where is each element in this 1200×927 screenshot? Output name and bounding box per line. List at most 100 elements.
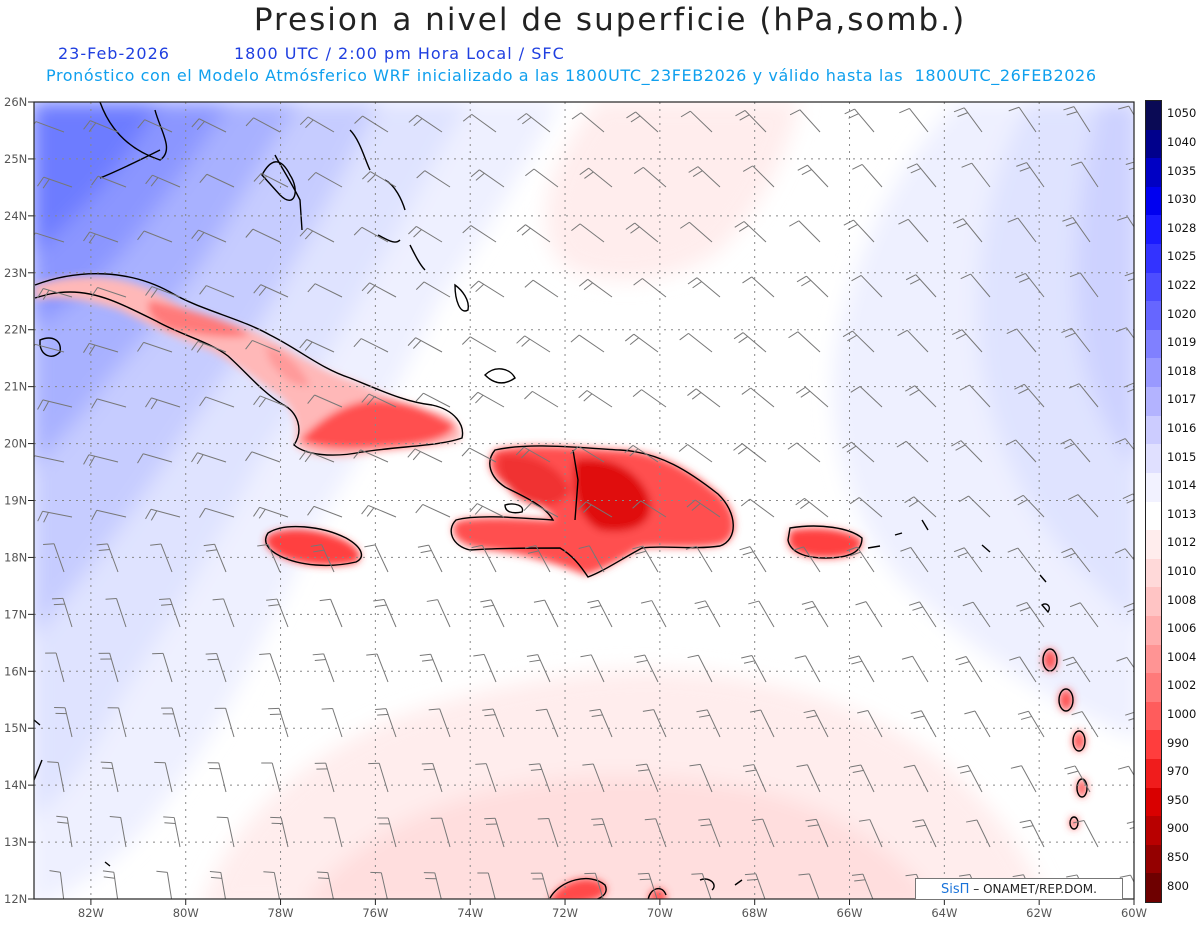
colorbar-swatch — [1146, 644, 1161, 674]
wind-barb — [361, 504, 397, 518]
wind-barb — [1060, 438, 1091, 463]
wind-barb — [523, 502, 559, 518]
colorbar-swatch — [1146, 701, 1161, 731]
wind-barb — [1116, 216, 1134, 228]
colorbar-label: 1016 — [1167, 420, 1197, 435]
wind-barb — [624, 333, 659, 353]
wind-barb — [951, 329, 983, 353]
wind-barb — [901, 655, 929, 683]
lat-label: 22N — [4, 323, 27, 337]
graticule — [34, 102, 1134, 899]
wind-barb — [910, 710, 937, 738]
colorbar-label: 1012 — [1167, 535, 1197, 550]
wind-barb — [571, 223, 605, 243]
wind-barb — [109, 816, 127, 848]
wind-barb — [91, 175, 127, 188]
wind-barb — [52, 597, 73, 628]
colorbar-label: 1018 — [1167, 363, 1197, 378]
wind-barb — [475, 763, 497, 793]
wind-barb — [734, 221, 767, 243]
wind-barb — [96, 543, 119, 573]
wind-barb — [680, 110, 713, 133]
wind-barb — [1069, 602, 1099, 628]
wind-barb — [161, 707, 181, 738]
wind-barb — [191, 229, 227, 243]
wind-barb — [316, 871, 334, 899]
lon-label: 76W — [362, 906, 388, 920]
wind-barb — [353, 449, 389, 463]
wind-barb — [898, 218, 929, 243]
wind-barb — [364, 544, 389, 573]
wind-barb — [1016, 601, 1045, 628]
wind-barb — [191, 452, 227, 465]
model-info-line: Pronóstico con el Modelo Atmósferico WRF… — [46, 66, 1097, 85]
wind-barb — [525, 168, 559, 188]
wind-barb — [749, 709, 775, 738]
wind-barb — [261, 762, 281, 793]
wind-barb — [696, 709, 721, 738]
wind-barb — [199, 173, 235, 188]
colorbar-swatch — [1146, 301, 1161, 331]
wind-barb — [905, 274, 937, 298]
wind-barb — [803, 709, 829, 738]
colorbar-swatch — [1146, 358, 1161, 388]
colorbar-swatch — [1146, 758, 1161, 789]
wind-barb — [691, 873, 712, 899]
wind-barb — [1019, 819, 1045, 848]
wind-barb — [1016, 162, 1045, 188]
wind-barb — [370, 871, 388, 899]
colorbar-swatch — [1146, 844, 1161, 874]
wind-barb — [642, 709, 667, 738]
wind-barb — [632, 545, 659, 573]
wind-barb — [91, 509, 127, 521]
colorbar-swatch — [1146, 615, 1161, 646]
wind-barb — [952, 218, 983, 243]
wind-barb — [428, 708, 451, 738]
colorbar-swatch — [1146, 444, 1161, 474]
wind-barb — [1123, 602, 1134, 613]
wind-barb — [570, 334, 605, 353]
lon-label: 68W — [742, 906, 768, 920]
wind-barb — [906, 163, 937, 188]
lon-label: 70W — [647, 906, 673, 920]
wind-barb — [1010, 765, 1037, 793]
wind-barb — [625, 222, 659, 243]
wind-barb — [1069, 272, 1099, 298]
wind-barb — [858, 819, 883, 848]
wind-barb — [530, 872, 550, 899]
wind-barb — [577, 501, 613, 518]
wind-barb — [37, 510, 73, 523]
wind-barb — [679, 332, 713, 353]
wind-barb — [953, 107, 983, 133]
wind-barb — [137, 119, 173, 133]
colorbar-label: 1025 — [1167, 249, 1197, 264]
wind-barb — [526, 654, 551, 683]
wind-barb — [199, 396, 235, 408]
wind-barb — [156, 870, 173, 899]
wind-barb — [191, 340, 227, 353]
wind-barb — [1017, 710, 1045, 738]
wind-barb — [1062, 656, 1091, 683]
colorbar-swatch — [1146, 501, 1161, 531]
wind-barb — [897, 329, 929, 353]
wind-barb — [377, 817, 397, 848]
wind-barb — [245, 228, 281, 243]
wind-barb — [795, 497, 829, 518]
wind-barb — [1122, 493, 1134, 504]
wind-barb — [570, 445, 605, 463]
wind-barb — [462, 225, 497, 243]
lat-label: 20N — [4, 437, 27, 451]
lat-label: 16N — [4, 664, 27, 678]
wind-barb — [253, 284, 289, 298]
colorbar-label: 1010 — [1167, 564, 1197, 579]
colorbar-label: 1040 — [1167, 134, 1197, 149]
wind-barb — [733, 332, 767, 353]
wind-barb — [1015, 272, 1045, 298]
wind-barb — [591, 818, 613, 848]
wind-barb — [1123, 382, 1134, 393]
wind-barb — [735, 110, 767, 133]
lon-label: 62W — [1026, 906, 1052, 920]
wind-barb — [214, 707, 235, 738]
wind-barb — [245, 117, 281, 133]
colorbar-swatch — [1146, 129, 1161, 159]
